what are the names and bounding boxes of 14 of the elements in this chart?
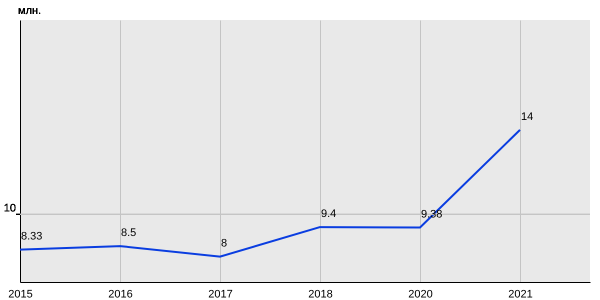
- x-tick-label: 2016: [108, 288, 133, 300]
- x-tick-label: 2020: [408, 288, 433, 300]
- x-tick-label: 2021: [508, 288, 533, 300]
- ref-line-label: 10: [4, 202, 16, 214]
- data-label: 8.5: [121, 227, 136, 240]
- x-tick-label: 2015: [8, 288, 33, 300]
- data-label: 9.38: [421, 208, 442, 220]
- data-label: 9.4: [321, 208, 336, 220]
- data-label: 14: [521, 110, 534, 123]
- x-tick-label: 2017: [208, 288, 233, 300]
- data-label: 8.33: [21, 230, 42, 243]
- data-label: 8: [221, 238, 228, 250]
- text: млн.: [18, 5, 42, 17]
- x-tick-label: 2018: [308, 288, 333, 300]
